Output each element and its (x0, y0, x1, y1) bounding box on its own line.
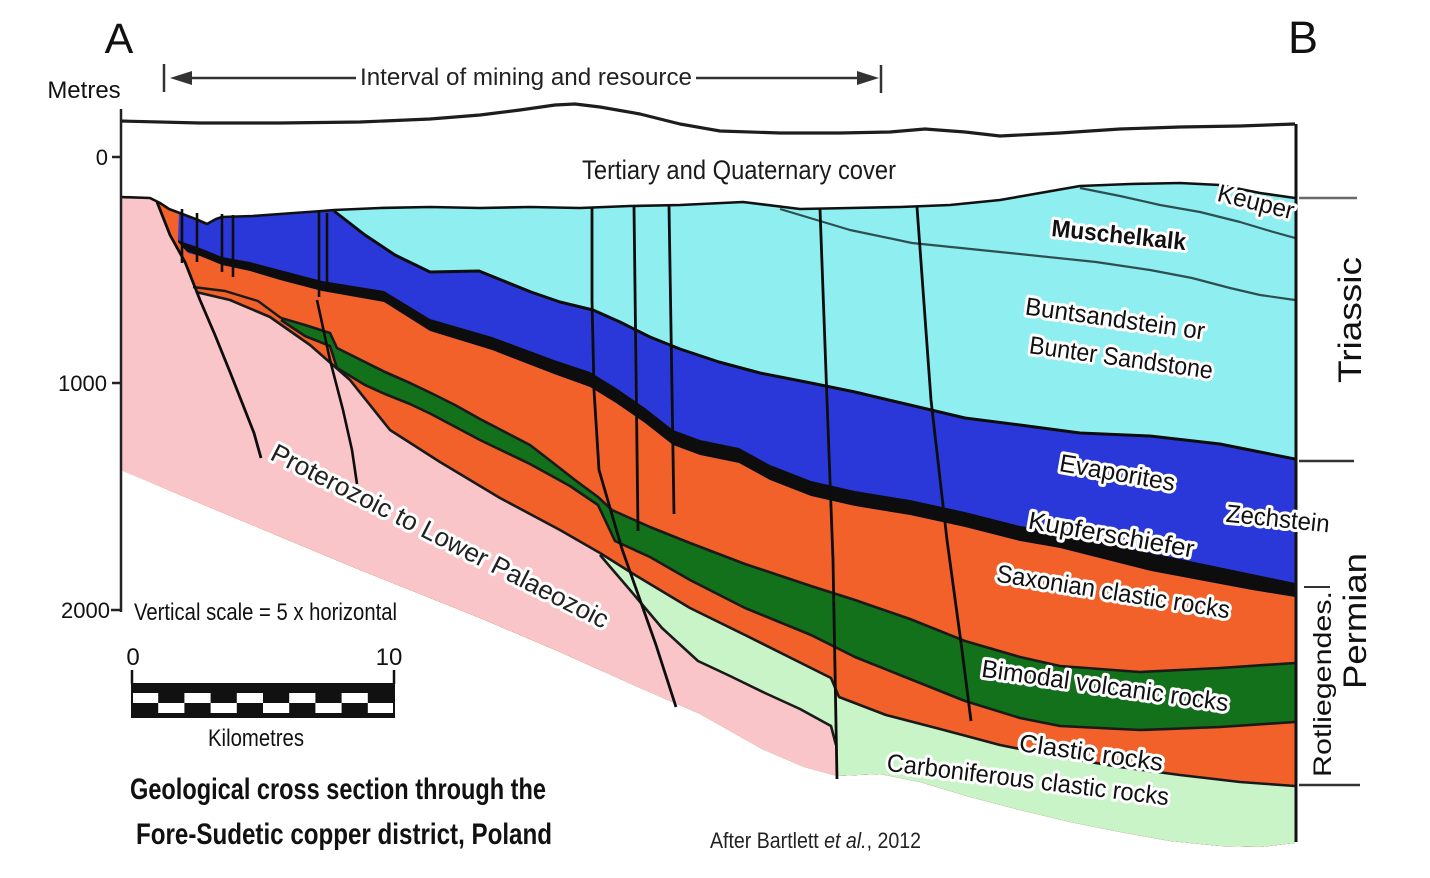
svg-text:Geological cross section throu: Geological cross section through the (130, 773, 546, 806)
svg-text:Vertical scale = 5 x horizonta: Vertical scale = 5 x horizontal (134, 599, 397, 626)
svg-text:0: 0 (126, 644, 139, 671)
svg-text:A: A (105, 15, 134, 63)
svg-text:2000: 2000 (61, 598, 110, 623)
svg-text:B: B (1288, 12, 1318, 63)
svg-text:Metres: Metres (47, 77, 120, 104)
svg-text:1000: 1000 (58, 371, 107, 396)
svg-text:Tertiary and Quaternary cover: Tertiary and Quaternary cover (582, 155, 896, 185)
svg-text:Rotliegendes.: Rotliegendes. (1309, 591, 1337, 777)
svg-text:Kilometres: Kilometres (208, 725, 304, 752)
svg-text:Triassic: Triassic (1332, 257, 1368, 383)
svg-text:Interval of mining and resourc: Interval of mining and resource (360, 64, 692, 91)
svg-text:10: 10 (376, 644, 403, 671)
svg-text:Fore-Sudetic copper district,: Fore-Sudetic copper district, Poland (136, 818, 552, 851)
svg-text:Permian: Permian (1337, 553, 1373, 689)
svg-text:0: 0 (96, 145, 108, 170)
svg-text:After Bartlett et al., 2012: After Bartlett et al., 2012 (710, 828, 921, 853)
